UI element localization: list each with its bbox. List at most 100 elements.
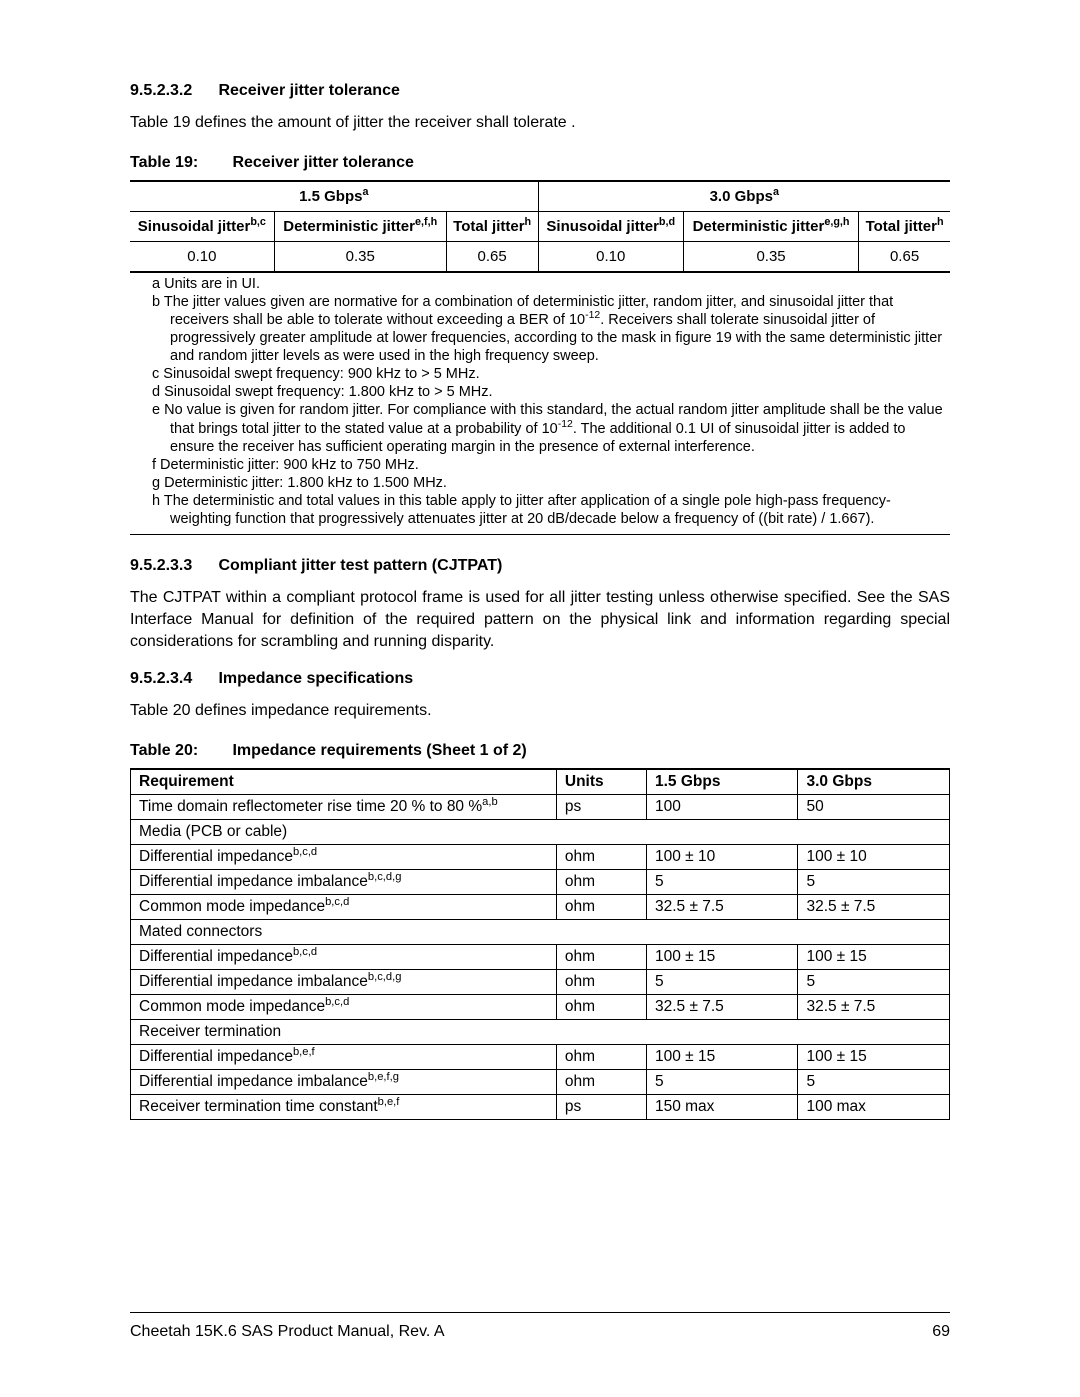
t19-v1: 0.10 [130, 241, 274, 272]
cell-text: Common mode impedance [139, 998, 325, 1015]
table-row: Differential impedanceb,c,d ohm 100 ± 15… [131, 944, 950, 969]
table-title: Receiver jitter tolerance [232, 154, 413, 171]
note-a: a Units are in UI. [152, 275, 950, 293]
cell: ohm [556, 1069, 646, 1094]
t19-h4: Sinusoidal jitterb,d [538, 211, 683, 241]
t19-v6: 0.65 [859, 241, 950, 272]
cell-text: Receiver termination time constant [139, 1098, 378, 1115]
page-footer: Cheetah 15K.6 SAS Product Manual, Rev. A… [130, 1312, 950, 1341]
section-heading-3: 9.5.2.3.4 Impedance specifications [130, 670, 950, 688]
section3-body: Table 20 defines impedance requirements. [130, 700, 950, 722]
table19-notes: a Units are in UI. b The jitter values g… [130, 275, 950, 536]
sup: h [937, 216, 944, 228]
table-section-row: Media (PCB or cable) [131, 819, 950, 844]
page-number: 69 [932, 1323, 950, 1341]
section-title: Compliant jitter test pattern (CJTPAT) [218, 557, 502, 574]
cell: 32.5 ± 7.5 [798, 994, 950, 1019]
cell: Differential impedance imbalanceb,c,d,g [131, 869, 557, 894]
cell-text: Differential impedance [139, 848, 293, 865]
cell: 5 [798, 869, 950, 894]
t19-group2: 3.0 Gbpsa [538, 181, 950, 212]
cell-text: Differential impedance imbalance [139, 1073, 368, 1090]
cell: ohm [556, 894, 646, 919]
hdr-text: Total jitter [866, 218, 937, 235]
t19-h6: Total jitterh [859, 211, 950, 241]
cell: ohm [556, 1044, 646, 1069]
cell: 100 ± 10 [798, 844, 950, 869]
sup: e,f,h [415, 216, 437, 228]
table-20: Requirement Units 1.5 Gbps 3.0 Gbps Time… [130, 768, 950, 1120]
table-number: Table 20: [130, 742, 228, 760]
t19-v5: 0.35 [683, 241, 858, 272]
sup: b,c,d [293, 946, 317, 958]
hdr-text: Sinusoidal jitter [138, 218, 251, 235]
cell-text: Time domain reflectometer rise time 20 %… [139, 798, 482, 815]
cell-text: Common mode impedance [139, 898, 325, 915]
cell: Common mode impedanceb,c,d [131, 994, 557, 1019]
t19-group1: 1.5 Gbpsa [130, 181, 538, 212]
sup: b,c,d [293, 846, 317, 858]
cell: 100 max [798, 1094, 950, 1119]
cell: 5 [798, 969, 950, 994]
t20-col2: Units [556, 769, 646, 795]
cell: ps [556, 794, 646, 819]
t19-v4: 0.10 [538, 241, 683, 272]
hdr-text: Deterministic jitter [283, 218, 415, 235]
t19-h3: Total jitterh [446, 211, 538, 241]
t20-col1: Requirement [131, 769, 557, 795]
cell: ohm [556, 869, 646, 894]
cell: Differential impedance imbalanceb,e,f,g [131, 1069, 557, 1094]
table20-caption: Table 20: Impedance requirements (Sheet … [130, 742, 950, 760]
cell-text: Differential impedance imbalance [139, 873, 368, 890]
cell: Receiver termination time constantb,e,f [131, 1094, 557, 1119]
cell: 5 [646, 1069, 798, 1094]
sup: a [773, 186, 779, 198]
section2-body: The CJTPAT within a compliant protocol f… [130, 587, 950, 652]
table-row: Receiver termination time constantb,e,f … [131, 1094, 950, 1119]
cell: 32.5 ± 7.5 [646, 994, 798, 1019]
hdr-text: Total jitter [453, 218, 524, 235]
page-content: 9.5.2.3.2 Receiver jitter tolerance Tabl… [130, 82, 950, 1120]
sup: -12 [585, 310, 600, 321]
cell: ohm [556, 944, 646, 969]
cell-text: Differential impedance [139, 948, 293, 965]
cell: Time domain reflectometer rise time 20 %… [131, 794, 557, 819]
cell: 50 [798, 794, 950, 819]
section-heading-2: 9.5.2.3.3 Compliant jitter test pattern … [130, 557, 950, 575]
cell: 32.5 ± 7.5 [798, 894, 950, 919]
table-title: Impedance requirements (Sheet 1 of 2) [232, 742, 526, 759]
t20-col3: 1.5 Gbps [646, 769, 798, 795]
sup: e,g,h [824, 216, 849, 228]
footer-text: Cheetah 15K.6 SAS Product Manual, Rev. A [130, 1323, 445, 1340]
cell: 150 max [646, 1094, 798, 1119]
table-19: 1.5 Gbpsa 3.0 Gbpsa Sinusoidal jitterb,c… [130, 180, 950, 273]
cell: Differential impedance imbalanceb,c,d,g [131, 969, 557, 994]
section-title: Impedance specifications [218, 670, 413, 687]
cell: ohm [556, 844, 646, 869]
section-number: 9.5.2.3.2 [130, 82, 214, 100]
t19-group1-label: 1.5 Gbps [299, 188, 362, 205]
hdr-text: Sinusoidal jitter [546, 218, 659, 235]
sup: b,c,d [325, 896, 349, 908]
sup: h [525, 216, 532, 228]
note-g: g Deterministic jitter: 1.800 kHz to 1.5… [152, 474, 950, 492]
t19-h2: Deterministic jittere,f,h [274, 211, 446, 241]
table-row: Time domain reflectometer rise time 20 %… [131, 794, 950, 819]
cell: 5 [798, 1069, 950, 1094]
table-row: Differential impedance imbalanceb,c,d,g … [131, 969, 950, 994]
table-section-row: Mated connectors [131, 919, 950, 944]
cell: ohm [556, 969, 646, 994]
sup: b,c [250, 216, 266, 228]
note-d: d Sinusoidal swept frequency: 1.800 kHz … [152, 383, 950, 401]
section-label: Receiver termination [131, 1019, 950, 1044]
section-label: Media (PCB or cable) [131, 819, 950, 844]
cell: 100 [646, 794, 798, 819]
cell: 5 [646, 969, 798, 994]
hdr-text: Deterministic jitter [693, 218, 825, 235]
table-row: Differential impedance imbalanceb,e,f,g … [131, 1069, 950, 1094]
note-h: h The deterministic and total values in … [152, 492, 950, 528]
t19-v3: 0.65 [446, 241, 538, 272]
cell: Differential impedanceb,c,d [131, 844, 557, 869]
cell: 100 ± 15 [646, 1044, 798, 1069]
cell: Differential impedanceb,c,d [131, 944, 557, 969]
